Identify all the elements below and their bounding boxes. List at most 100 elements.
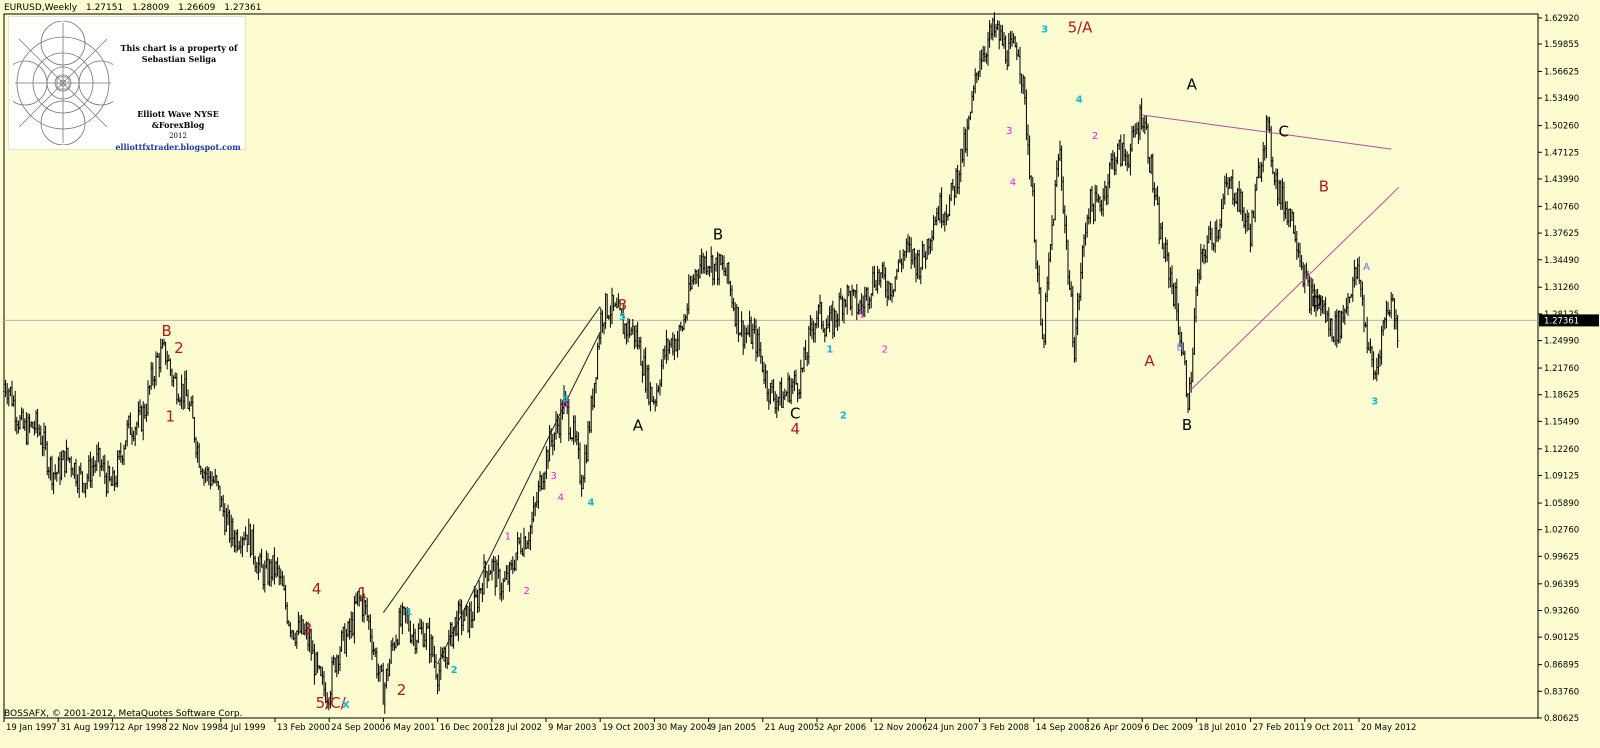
ohlc-bar	[980, 49, 983, 70]
ohlc-bar	[529, 524, 532, 551]
ohlc-bar	[1385, 300, 1388, 329]
ohlc-bar	[1091, 186, 1093, 212]
y-tick-label: 0.86895	[1544, 661, 1579, 671]
ohlc-bar	[196, 441, 199, 463]
ohlc-bar	[412, 623, 415, 646]
ohlc-bar	[1223, 175, 1226, 205]
ohlc-bar	[919, 267, 922, 285]
x-tick-label: 18 Jul 2010	[1198, 723, 1246, 733]
wave-label: D	[1311, 292, 1323, 310]
ohlc-bar	[217, 481, 220, 491]
ohlc-bar	[647, 364, 650, 406]
ohlc-bar	[1345, 297, 1348, 314]
ohlc-bar	[956, 165, 959, 194]
ohlc-bar	[1166, 239, 1169, 262]
wave-label: 4	[312, 580, 322, 598]
ohlc-bar	[777, 396, 780, 411]
ohlc-bar	[390, 640, 393, 664]
x-tick-label: 19 Jan 1997	[6, 723, 57, 733]
ohlc-bar	[1131, 125, 1133, 152]
ohlc-bar	[737, 307, 740, 343]
ohlc-bar	[1323, 300, 1325, 315]
ohlc-bar	[262, 563, 265, 590]
ohlc-bar	[254, 555, 257, 572]
ohlc-bar	[323, 671, 325, 697]
ohlc-bar	[513, 559, 516, 572]
ohlc-bar	[126, 419, 129, 447]
wave-label: 1	[826, 344, 833, 355]
wave-label: B	[713, 225, 723, 243]
ohlc-bar	[1195, 286, 1197, 323]
ohlc-bar	[1363, 294, 1365, 333]
ohlc-bar	[332, 655, 335, 666]
ohlc-bar	[1278, 179, 1281, 205]
ohlc-bar	[995, 23, 997, 38]
ohlc-bar	[65, 439, 68, 474]
ohlc-bar	[468, 602, 471, 639]
ohlc-bar	[1177, 303, 1180, 335]
ohlc-bar	[870, 293, 873, 309]
x-tick-label: 13 Feb 2000	[277, 723, 330, 733]
ohlc-bar	[1263, 145, 1266, 161]
ohlc-bar	[1017, 49, 1020, 57]
ohlc-bar	[1217, 229, 1220, 242]
ohlc-bars	[3, 12, 1399, 714]
ohlc-bar	[953, 186, 956, 206]
ohlc-bar	[1299, 242, 1301, 268]
property-line-2: Sebastian Seliga	[141, 54, 217, 64]
ohlc-bar	[942, 213, 945, 226]
ohlc-bar	[606, 293, 609, 319]
ohlc-bar	[855, 284, 858, 321]
ohlc-bar	[1340, 310, 1343, 339]
ohlc-bar	[44, 425, 47, 451]
ohlc-bar	[67, 447, 69, 461]
ohlc-bar	[151, 362, 154, 386]
ohlc-bar	[1132, 125, 1135, 138]
concentric-circles-logo-icon	[13, 21, 113, 145]
ohlc-bar	[823, 327, 826, 343]
ohlc-bar	[1332, 336, 1335, 343]
wave-label: 2	[451, 665, 458, 676]
blog-url-link[interactable]: elliottfxtrader.blogspot.com	[115, 142, 241, 152]
ohlc-bar	[271, 555, 274, 581]
ohlc-bar	[918, 249, 921, 280]
ohlc-bar	[147, 380, 149, 416]
ohlc-bar	[76, 474, 79, 493]
ohlc-bar	[1257, 158, 1260, 179]
ohlc-bar	[641, 360, 644, 383]
ohlc-bar	[649, 382, 652, 412]
ohlc-bar	[1123, 134, 1125, 162]
trendline	[437, 331, 601, 664]
wave-label: 2	[840, 411, 847, 422]
wave-label: 2	[174, 339, 184, 357]
ohlc-bar	[199, 465, 202, 475]
ohlc-bar	[1390, 292, 1393, 319]
ohlc-bar	[6, 383, 9, 405]
ohlc-bar	[294, 632, 297, 647]
ohlc-bar	[526, 540, 529, 549]
ohlc-bar	[351, 612, 354, 637]
ohlc-bar	[1335, 309, 1338, 348]
ohlc-bar	[1019, 46, 1021, 85]
ohlc-bar	[638, 337, 641, 350]
ohlc-bar	[508, 561, 511, 592]
ohlc-bar	[699, 255, 701, 279]
wave-label: 5	[619, 312, 626, 323]
ohlc-bar	[315, 651, 317, 676]
ohlc-bar	[87, 455, 90, 482]
ohlc-bar	[711, 254, 714, 286]
ohlc-bar	[348, 618, 351, 640]
ohlc-bar	[1374, 370, 1377, 380]
ohlc-bar	[1129, 143, 1132, 176]
x-tick-label: 9 Oct 2011	[1307, 723, 1354, 733]
ohlc-bar	[1078, 293, 1081, 311]
ohlc-bar	[833, 308, 836, 337]
ohlc-bar	[1359, 279, 1362, 297]
ohlc-bar	[1361, 281, 1364, 306]
ohlc-bar	[183, 370, 186, 409]
y-tick-label: 1.43990	[1544, 175, 1579, 185]
ohlc-bar	[1387, 301, 1389, 316]
ohlc-bar	[767, 388, 770, 410]
ohlc-bar	[867, 287, 869, 313]
